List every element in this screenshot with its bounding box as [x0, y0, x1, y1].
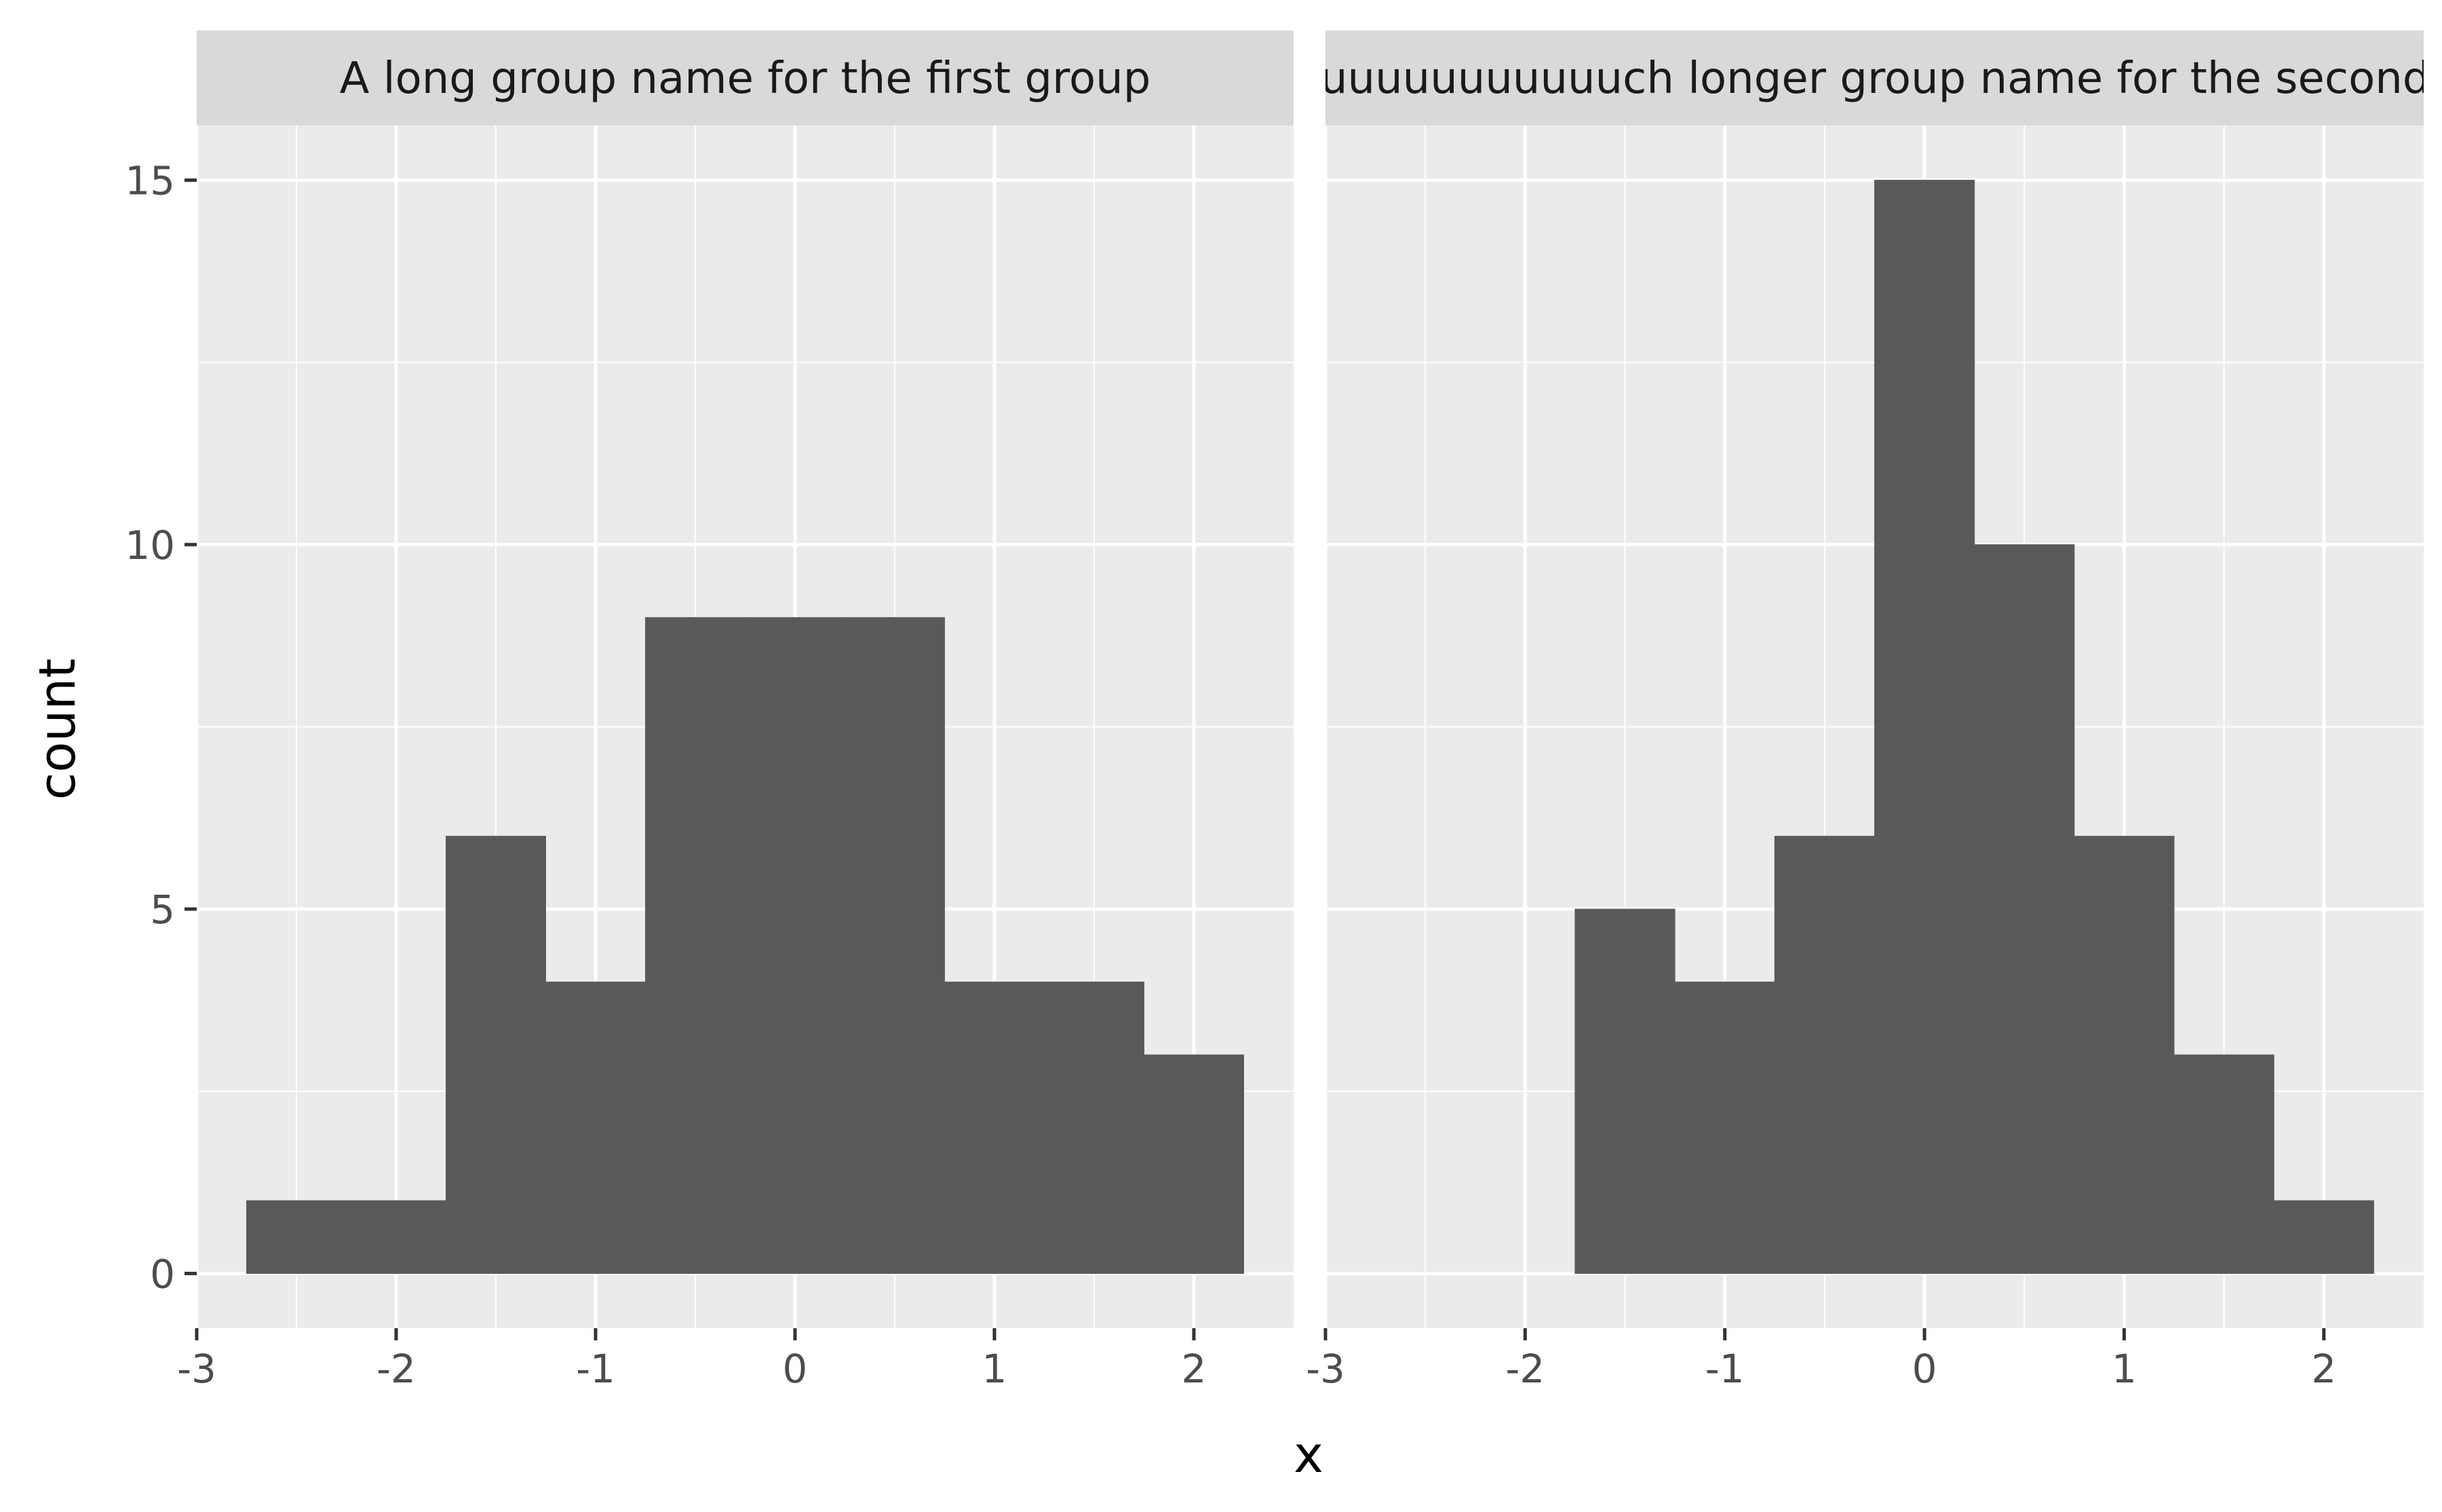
histogram-bar	[2273, 1200, 2374, 1274]
histogram-bar	[1574, 908, 1675, 1274]
histogram-bar	[1674, 982, 1775, 1274]
x-tick-label: 1	[2112, 1346, 2137, 1392]
histogram-bar	[1874, 180, 1975, 1274]
x-tick-label: -2	[376, 1346, 416, 1392]
facet-panel-2: A muuuuuuuuuuuuuch longer group name for…	[1179, 31, 2442, 1392]
x-tick-label: 0	[783, 1346, 808, 1392]
y-tick-label: 15	[125, 158, 175, 204]
histogram-bar	[944, 982, 1045, 1274]
x-axis-title: x	[1294, 1426, 1323, 1484]
x-tick-label: -1	[576, 1346, 615, 1392]
histogram-bar	[1974, 544, 2075, 1274]
histogram-bar	[845, 617, 945, 1274]
histogram-bar	[446, 836, 546, 1274]
x-tick-label: -3	[1306, 1346, 1345, 1392]
histogram-bar	[745, 617, 845, 1274]
x-tick-label: 0	[1912, 1346, 1937, 1392]
y-tick-label: 0	[150, 1251, 175, 1297]
histogram-bar	[1774, 836, 1875, 1274]
histogram-bars	[246, 617, 1244, 1274]
y-tick-label: 5	[150, 887, 175, 933]
x-tick-label: 2	[1182, 1346, 1207, 1392]
facet-strip-label: A long group name for the first group	[340, 54, 1151, 104]
x-tick-label: 1	[982, 1346, 1007, 1392]
x-tick-label: -1	[1705, 1346, 1745, 1392]
x-tick-label: -3	[177, 1346, 216, 1392]
histogram-bar	[2074, 836, 2175, 1274]
facet-panel-1: A long group name for the first group -3 -…	[125, 31, 1294, 1392]
histogram-bar	[1044, 982, 1144, 1274]
y-axis-title: count	[28, 659, 87, 800]
x-tick-label: 2	[2311, 1346, 2336, 1392]
facet-strip-label: A muuuuuuuuuuuuuch longer group name for…	[1179, 54, 2442, 104]
histogram-bar	[545, 982, 646, 1274]
facet-strip	[197, 31, 1294, 125]
histogram-bar	[2173, 1054, 2274, 1274]
histogram-bar	[645, 617, 745, 1274]
histogram-bar	[346, 1200, 446, 1274]
histogram-bars	[1574, 180, 2374, 1274]
x-tick-label: -2	[1505, 1346, 1545, 1392]
histogram-bar	[246, 1200, 347, 1274]
histogram-bar	[1144, 1054, 1244, 1274]
facet-strip	[1325, 31, 2424, 125]
y-tick-label: 10	[125, 522, 175, 568]
